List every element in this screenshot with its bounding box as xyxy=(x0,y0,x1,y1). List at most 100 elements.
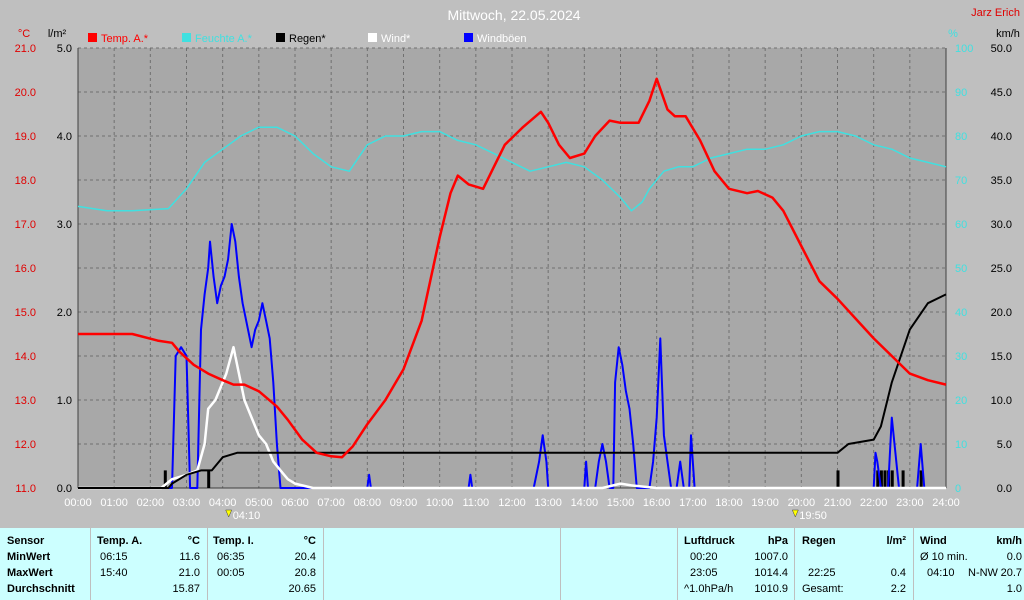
x-tick-label: 22:00 xyxy=(860,497,888,509)
rain-tick-label: 4.0 xyxy=(57,131,72,143)
temp-a-max-value: 21.0 xyxy=(178,567,200,579)
legend-swatch xyxy=(368,33,377,42)
humidity-tick-label: 20 xyxy=(955,395,967,407)
legend-swatch xyxy=(464,33,473,42)
pressure-max-value: 1014.4 xyxy=(754,567,788,579)
x-tick-label: 17:00 xyxy=(679,497,707,509)
series-line-feuchte-a xyxy=(77,126,947,212)
rain-bar xyxy=(836,470,840,488)
x-tick-label: 04:00 xyxy=(209,497,237,509)
humidity-tick-label: 100 xyxy=(955,43,973,55)
chart-area: Mittwoch, 22.05.2024 Jarz Erich °C l/m²% km/… xyxy=(15,7,1020,522)
temp-tick-label: 11.0 xyxy=(15,483,36,495)
legend-label: Feuchte A.* xyxy=(195,33,253,45)
stats-table: Sensor MinWert MaxWert Durchschnitt Temp… xyxy=(0,528,1024,600)
humidity-tick-label: 50 xyxy=(955,263,967,275)
wind-tick-label: 5.0 xyxy=(997,439,1012,451)
series-line-regen xyxy=(78,293,947,489)
pressure-trend: ^1.0hPa/h xyxy=(684,583,734,595)
x-tick-label: 05:00 xyxy=(245,497,273,509)
series-line-wind xyxy=(78,345,946,490)
x-tick-label: 10:00 xyxy=(426,497,454,509)
temp-tick-label: 20.0 xyxy=(15,87,36,99)
wind-tick-label: 15.0 xyxy=(991,351,1012,363)
wind-max-value: 20.7 xyxy=(1000,567,1022,579)
rain-tick-label: 2.0 xyxy=(57,307,72,319)
temp-i-max-value: 20.8 xyxy=(294,567,316,579)
wind-axis-unit: km/h xyxy=(996,28,1020,40)
wind-tick-label: 45.0 xyxy=(991,87,1012,99)
temp-i-min-time: 06:35 xyxy=(217,551,245,563)
x-tick-label: 00:00 xyxy=(64,497,92,509)
wind-tick-label: 50.0 xyxy=(991,43,1012,55)
x-tick-label: 14:00 xyxy=(571,497,599,509)
chart-title: Mittwoch, 22.05.2024 xyxy=(447,7,580,23)
temp-i-unit: °C xyxy=(303,535,316,547)
wind-avg-label: Ø 10 min. xyxy=(920,551,968,563)
time-marker-icon xyxy=(225,509,233,518)
chart-author: Jarz Erich xyxy=(971,7,1020,19)
humidity-tick-label: 0 xyxy=(955,483,961,495)
row-header-min: MinWert xyxy=(7,551,51,563)
rain-tick-label: 0.0 xyxy=(57,483,72,495)
x-tick-label: 20:00 xyxy=(788,497,816,509)
humidity-tick-label: 10 xyxy=(955,439,967,451)
x-tick-label: 15:00 xyxy=(607,497,635,509)
x-tick-label: 11:00 xyxy=(462,497,489,509)
x-tick-label: 07:00 xyxy=(317,497,345,509)
series-line-temp-a xyxy=(78,77,947,459)
wind-tick-label: 40.0 xyxy=(991,131,1012,143)
temp-tick-label: 19.0 xyxy=(15,131,36,143)
time-marker-icon xyxy=(791,509,799,518)
temp-i-title: Temp. I. xyxy=(213,535,254,547)
humidity-tick-label: 60 xyxy=(955,219,967,231)
x-tick-label: 02:00 xyxy=(137,497,165,509)
time-marker-label: 19:50 xyxy=(799,510,827,522)
temp-i-min-value: 20.4 xyxy=(294,551,316,563)
temp-tick-label: 21.0 xyxy=(15,43,36,55)
legend-label: Windböen xyxy=(477,33,527,45)
x-tick-label: 08:00 xyxy=(354,497,382,509)
x-tick-label: 19:00 xyxy=(751,497,779,509)
humidity-tick-label: 40 xyxy=(955,307,967,319)
temp-tick-label: 17.0 xyxy=(15,219,36,231)
wind-tick-label: 0.0 xyxy=(997,483,1012,495)
wind-last-value: 1.0 xyxy=(1006,583,1022,595)
x-tick-label: 01:00 xyxy=(100,497,128,509)
rain-total-label: Gesamt: xyxy=(802,583,844,595)
legend-label: Temp. A.* xyxy=(101,33,149,45)
row-header-avg: Durchschnitt xyxy=(7,583,75,595)
wind-tick-label: 10.0 xyxy=(991,395,1012,407)
pressure-max-time: 23:05 xyxy=(690,567,718,579)
legend-label: Regen* xyxy=(289,33,326,45)
wind-title: Wind xyxy=(920,535,947,547)
rain-bar xyxy=(163,470,167,488)
row-header-sensor: Sensor xyxy=(7,535,45,547)
temp-tick-label: 18.0 xyxy=(15,175,36,187)
pressure-unit: hPa xyxy=(767,535,788,547)
rain-tick-label: 5.0 xyxy=(57,43,72,55)
legend-label: Wind* xyxy=(381,33,411,45)
x-tick-label: 24:00 xyxy=(932,497,960,509)
x-tick-label: 09:00 xyxy=(390,497,418,509)
pressure-min-time: 00:20 xyxy=(690,551,718,563)
x-tick-label: 16:00 xyxy=(643,497,671,509)
pressure-min-value: 1007.0 xyxy=(754,551,788,563)
rain-unit: l/m² xyxy=(886,535,906,547)
temp-tick-label: 12.0 xyxy=(15,439,36,451)
temp-tick-label: 16.0 xyxy=(15,263,36,275)
humidity-tick-label: 30 xyxy=(955,351,967,363)
rain-title: Regen xyxy=(802,535,836,547)
rain-tick-label: 3.0 xyxy=(57,219,72,231)
legend-swatch xyxy=(182,33,191,42)
temp-a-min-value: 11.6 xyxy=(179,551,200,563)
wind-avg-value: 0.0 xyxy=(1006,551,1022,563)
rain-bar xyxy=(901,470,905,488)
wind-max-direction: N-NW xyxy=(968,567,998,579)
row-header-max: MaxWert xyxy=(7,567,53,579)
temp-i-avg: 20.65 xyxy=(288,583,316,595)
temp-tick-label: 13.0 xyxy=(15,395,36,407)
rain-max-value: 0.4 xyxy=(890,567,906,579)
rain-bar xyxy=(883,470,887,488)
x-tick-label: 23:00 xyxy=(896,497,924,509)
